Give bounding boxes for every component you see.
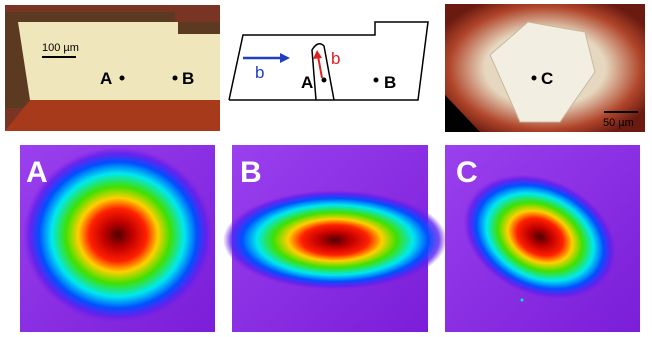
point — [173, 76, 178, 81]
figure: 100 µm A B b b A B C 50 µm A B C — [0, 0, 652, 337]
point-label: B — [384, 73, 396, 92]
point-label: A — [301, 73, 313, 92]
point-label: A — [100, 69, 112, 88]
arrow — [318, 56, 322, 78]
intensity-spot — [23, 147, 213, 323]
intensity-spot — [223, 190, 447, 290]
panel-label: B — [240, 156, 262, 189]
outline — [229, 22, 428, 100]
micrograph-left: 100 µm A B — [5, 5, 220, 131]
scale-label: 100 µm — [42, 42, 79, 54]
schematic: b b A B — [229, 22, 428, 100]
arrow-label: b — [255, 63, 264, 82]
speck — [521, 299, 524, 302]
heatmap-a: A — [20, 145, 215, 332]
panel-label: C — [456, 156, 478, 189]
panel-label: A — [26, 156, 48, 189]
point — [374, 78, 379, 83]
arrowhead — [280, 53, 290, 63]
arrow-label: b — [331, 49, 340, 68]
point — [322, 78, 327, 83]
heatmap-c: C — [443, 145, 640, 332]
point-label: C — [541, 69, 553, 88]
micrograph-right: C 50 µm — [445, 4, 645, 132]
scale-label: 50 µm — [603, 117, 634, 129]
edge — [5, 100, 220, 131]
arrowhead — [313, 50, 322, 59]
point — [532, 76, 537, 81]
point-label: B — [182, 69, 194, 88]
heatmap-b: B — [223, 145, 447, 332]
point — [120, 76, 125, 81]
